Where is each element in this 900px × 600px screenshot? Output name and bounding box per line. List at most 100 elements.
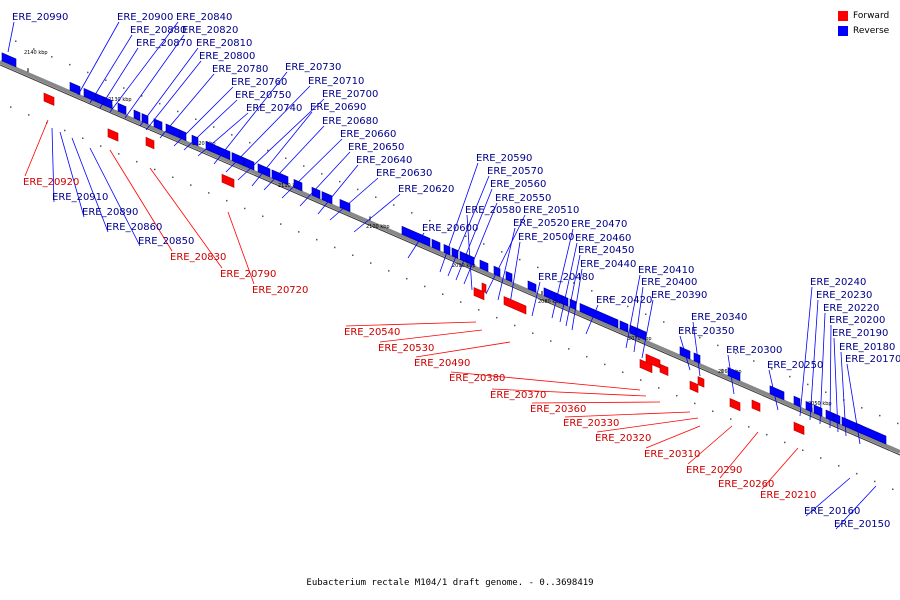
gene-label[interactable]: ERE_20250: [767, 360, 823, 371]
gene-label[interactable]: ERE_20600: [422, 223, 478, 234]
gene-label[interactable]: ERE_20380: [449, 373, 505, 384]
gene-label[interactable]: ERE_20210: [760, 490, 816, 501]
gene-box[interactable]: [431, 238, 441, 252]
gene-label[interactable]: ERE_20740: [246, 103, 302, 114]
gene-label[interactable]: ERE_20700: [322, 89, 378, 100]
gene-label[interactable]: ERE_20400: [641, 277, 697, 288]
gene-box[interactable]: [179, 129, 187, 142]
gene-label[interactable]: ERE_20840: [176, 12, 232, 23]
gene-box[interactable]: [729, 398, 741, 412]
gene-box[interactable]: [679, 346, 691, 360]
gene-label[interactable]: ERE_20780: [212, 64, 268, 75]
gene-label[interactable]: ERE_20170: [845, 354, 900, 365]
gene-box[interactable]: [217, 146, 231, 161]
gene-label[interactable]: ERE_20490: [414, 358, 470, 369]
gene-label[interactable]: ERE_20690: [310, 102, 366, 113]
gene-label[interactable]: ERE_20800: [199, 51, 255, 62]
gene-box[interactable]: [311, 186, 321, 200]
gene-box[interactable]: [855, 422, 887, 445]
gene-box[interactable]: [221, 173, 235, 188]
gene-label[interactable]: ERE_20530: [378, 343, 434, 354]
gene-box[interactable]: [1, 52, 17, 68]
gene-label[interactable]: ERE_20640: [356, 155, 412, 166]
gene-box[interactable]: [107, 128, 119, 142]
gene-box[interactable]: [793, 395, 801, 408]
gene-box[interactable]: [133, 109, 141, 122]
gene-label[interactable]: ERE_20820: [182, 25, 238, 36]
gene-box[interactable]: [339, 198, 351, 213]
gene-label[interactable]: ERE_20520: [513, 218, 569, 229]
gene-label[interactable]: ERE_20310: [644, 449, 700, 460]
gene-box[interactable]: [257, 163, 271, 178]
gene-label[interactable]: ERE_20150: [834, 519, 890, 530]
gene-box[interactable]: [153, 118, 163, 131]
gene-box[interactable]: [145, 136, 155, 150]
gene-box[interactable]: [503, 296, 527, 315]
gene-box[interactable]: [293, 179, 303, 192]
gene-box[interactable]: [727, 367, 741, 382]
gene-box[interactable]: [473, 287, 485, 301]
gene-label[interactable]: ERE_20650: [348, 142, 404, 153]
gene-label[interactable]: ERE_20300: [726, 345, 782, 356]
gene-label[interactable]: ERE_20630: [376, 168, 432, 179]
gene-label[interactable]: ERE_20890: [82, 207, 138, 218]
gene-label[interactable]: ERE_20570: [487, 166, 543, 177]
gene-label[interactable]: ERE_20620: [398, 184, 454, 195]
gene-label[interactable]: ERE_20290: [686, 465, 742, 476]
gene-box[interactable]: [569, 298, 577, 311]
gene-box[interactable]: [141, 113, 149, 125]
gene-label[interactable]: ERE_20200: [829, 315, 885, 326]
gene-box[interactable]: [117, 102, 127, 116]
gene-box[interactable]: [69, 81, 81, 96]
gene-label[interactable]: ERE_20750: [235, 90, 291, 101]
gene-label[interactable]: ERE_20340: [691, 312, 747, 323]
gene-box[interactable]: [689, 380, 699, 394]
gene-box[interactable]: [465, 253, 475, 266]
gene-label[interactable]: ERE_20830: [170, 252, 226, 263]
gene-label[interactable]: ERE_20560: [490, 179, 546, 190]
gene-box[interactable]: [191, 134, 199, 147]
gene-label[interactable]: ERE_20550: [495, 193, 551, 204]
gene-label[interactable]: ERE_20420: [596, 295, 652, 306]
gene-box[interactable]: [479, 259, 489, 272]
gene-label[interactable]: ERE_20160: [804, 506, 860, 517]
gene-label[interactable]: ERE_20510: [523, 205, 579, 216]
gene-box[interactable]: [769, 385, 785, 401]
gene-box[interactable]: [481, 282, 487, 294]
gene-label[interactable]: ERE_20240: [810, 277, 866, 288]
gene-box[interactable]: [443, 244, 451, 256]
gene-label[interactable]: ERE_20870: [136, 38, 192, 49]
gene-label[interactable]: ERE_20540: [344, 327, 400, 338]
gene-label[interactable]: ERE_20180: [839, 342, 895, 353]
gene-label[interactable]: ERE_20390: [651, 290, 707, 301]
gene-label[interactable]: ERE_20360: [530, 404, 586, 415]
gene-box[interactable]: [271, 169, 289, 186]
gene-box[interactable]: [793, 421, 805, 435]
gene-label[interactable]: ERE_20990: [12, 12, 68, 23]
gene-label[interactable]: ERE_20190: [832, 328, 888, 339]
gene-label[interactable]: ERE_20230: [816, 290, 872, 301]
gene-box[interactable]: [43, 92, 55, 106]
gene-label[interactable]: ERE_20900: [117, 12, 173, 23]
gene-label[interactable]: ERE_20810: [196, 38, 252, 49]
gene-box[interactable]: [813, 404, 823, 417]
gene-label[interactable]: ERE_20320: [595, 433, 651, 444]
gene-box[interactable]: [493, 265, 501, 278]
gene-box[interactable]: [751, 399, 761, 412]
gene-box[interactable]: [693, 352, 701, 364]
gene-label[interactable]: ERE_20730: [285, 62, 341, 73]
gene-label[interactable]: ERE_20450: [578, 245, 634, 256]
gene-label[interactable]: ERE_20660: [340, 129, 396, 140]
gene-label[interactable]: ERE_20410: [638, 265, 694, 276]
gene-box[interactable]: [697, 376, 705, 388]
gene-box[interactable]: [451, 247, 459, 259]
gene-label[interactable]: ERE_20880: [130, 25, 186, 36]
gene-label[interactable]: ERE_20440: [580, 259, 636, 270]
gene-box[interactable]: [805, 401, 813, 413]
gene-label[interactable]: ERE_20760: [231, 77, 287, 88]
gene-box[interactable]: [619, 320, 629, 333]
gene-box[interactable]: [103, 96, 113, 109]
gene-label[interactable]: ERE_20920: [23, 177, 79, 188]
gene-label[interactable]: ERE_20850: [138, 236, 194, 247]
gene-box[interactable]: [243, 157, 255, 171]
